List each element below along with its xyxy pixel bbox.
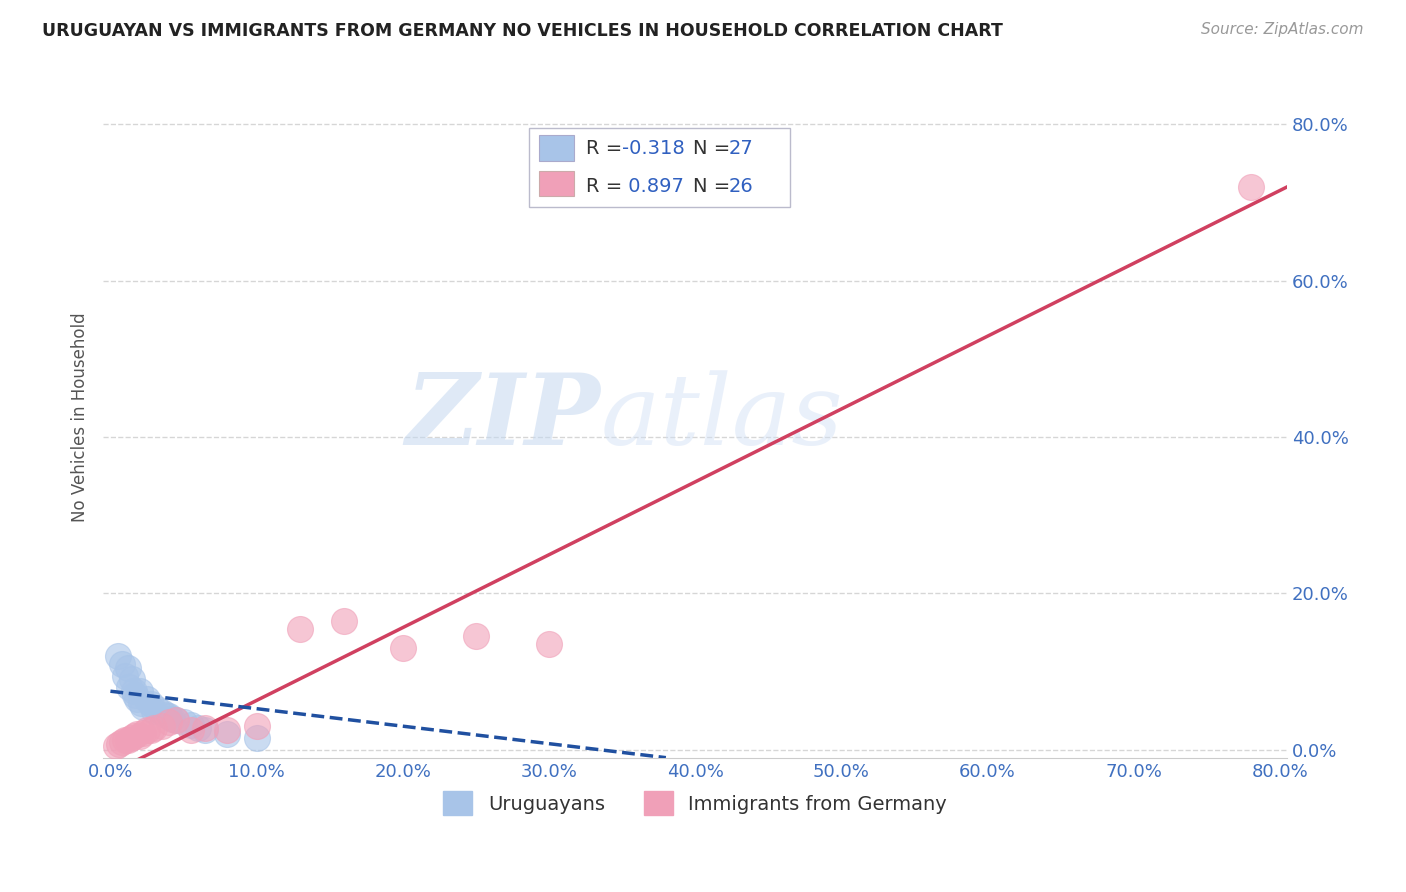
Point (124, 688, 146, 702)
Point (143, 704, 166, 718)
Point (114, 733, 136, 747)
Point (165, 713, 187, 727)
Text: Source: ZipAtlas.com: Source: ZipAtlas.com (1201, 22, 1364, 37)
Text: -0.318: -0.318 (621, 139, 685, 159)
Point (125, 727, 148, 741)
Point (125, 692, 148, 706)
Point (160, 712, 183, 726)
Point (121, 673, 143, 687)
Point (128, 684, 150, 698)
Point (105, 739, 128, 753)
Y-axis label: No Vehicles in Household: No Vehicles in Household (72, 313, 89, 523)
Point (117, 732, 139, 747)
Point (157, 715, 180, 730)
Text: 27: 27 (728, 139, 754, 159)
Point (464, 630, 486, 644)
Text: atlas: atlas (600, 370, 844, 466)
Point (120, 731, 142, 745)
Point (129, 696, 152, 710)
Point (537, 637, 560, 651)
Point (155, 707, 177, 722)
Point (150, 706, 173, 720)
Point (246, 731, 269, 745)
FancyBboxPatch shape (538, 136, 574, 161)
Point (131, 725, 153, 739)
Point (111, 735, 134, 749)
Point (141, 698, 163, 712)
Point (187, 721, 209, 735)
Point (108, 737, 131, 751)
Point (180, 718, 202, 732)
Point (136, 692, 159, 706)
Point (246, 719, 269, 733)
Point (136, 723, 159, 738)
Text: R =: R = (586, 139, 628, 159)
Point (290, 622, 312, 636)
Text: 26: 26 (728, 177, 754, 195)
Point (122, 729, 145, 743)
Point (217, 727, 239, 741)
Point (194, 723, 217, 738)
Point (131, 699, 153, 714)
Point (117, 661, 139, 675)
Point (111, 657, 134, 671)
Point (1239, 180, 1261, 194)
Legend: Uruguayans, Immigrants from Germany: Uruguayans, Immigrants from Germany (436, 783, 955, 822)
Point (194, 721, 217, 735)
Point (114, 668, 136, 682)
Point (141, 723, 163, 738)
Point (128, 729, 150, 743)
Point (143, 721, 166, 735)
Point (180, 723, 202, 738)
Point (165, 713, 187, 727)
Text: ZIP: ZIP (405, 369, 600, 466)
FancyBboxPatch shape (529, 128, 790, 207)
Text: 0.897: 0.897 (621, 177, 683, 195)
FancyBboxPatch shape (538, 170, 574, 196)
Point (146, 702, 169, 716)
Point (118, 680, 141, 694)
Text: R =: R = (586, 177, 628, 195)
Point (122, 684, 145, 698)
Text: N =: N = (693, 177, 737, 195)
Point (173, 715, 195, 730)
Text: N =: N = (693, 139, 737, 159)
Point (391, 641, 413, 656)
Point (150, 719, 173, 733)
Text: URUGUAYAN VS IMMIGRANTS FROM GERMANY NO VEHICLES IN HOUSEHOLD CORRELATION CHART: URUGUAYAN VS IMMIGRANTS FROM GERMANY NO … (42, 22, 1002, 40)
Point (157, 709, 180, 723)
Point (217, 723, 239, 738)
Point (333, 614, 356, 628)
Point (107, 648, 129, 663)
